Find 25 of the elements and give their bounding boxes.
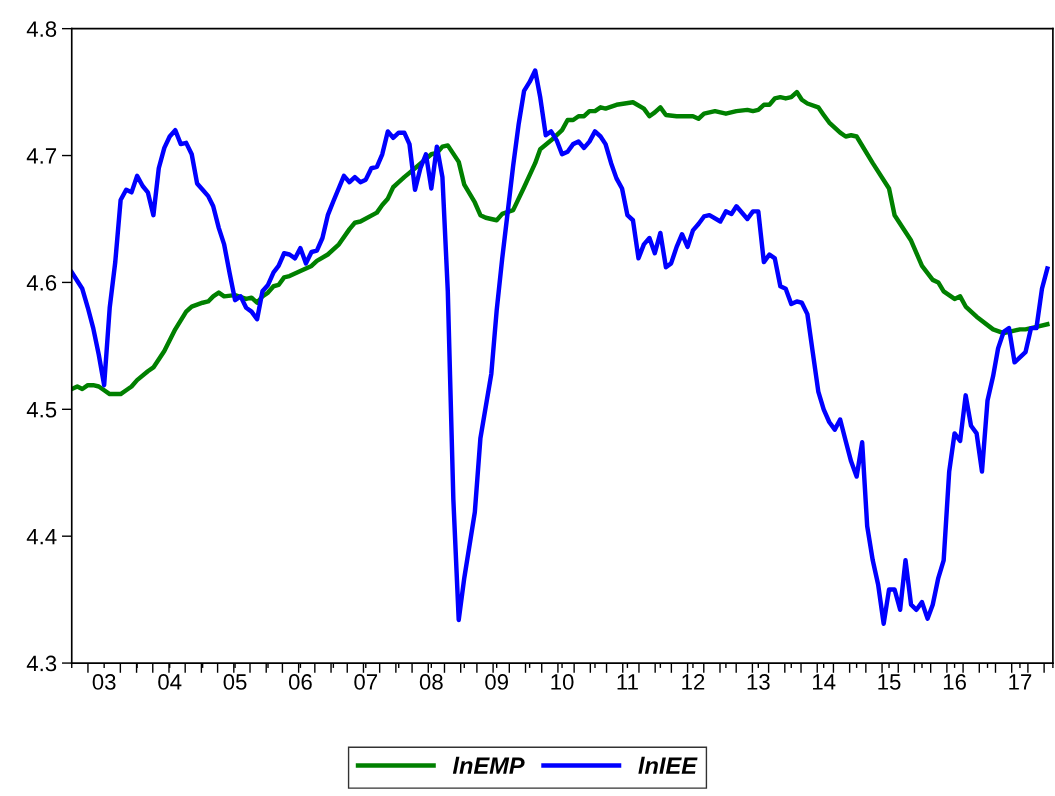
x-tick-label: 17	[1009, 674, 1032, 690]
x-tick-label: 11	[617, 674, 638, 690]
x-tick-label: 16	[943, 674, 966, 690]
x-tick-label: 13	[747, 674, 770, 690]
x-tick-label: 05	[223, 674, 247, 690]
y-tick-label: 4.8	[26, 21, 57, 37]
y-tick-label: 4.5	[26, 402, 57, 418]
y-tick-label: 4.3	[26, 655, 57, 672]
line-series	[71, 68, 1050, 626]
x-tick-label: 09	[485, 674, 508, 690]
x-tick-label: 03	[92, 674, 116, 690]
y-tick-label: 4.7	[26, 148, 57, 164]
x-tick-label: 12	[682, 674, 705, 690]
y-tick-label: 4.4	[26, 528, 57, 545]
x-tick-label: 10	[551, 674, 574, 690]
line-series	[71, 89, 1050, 397]
x-tick-label: 08	[419, 674, 443, 690]
x-tick-label: 15	[878, 674, 901, 690]
x-tick-label: 04	[158, 674, 182, 690]
x-tick-label: 07	[354, 674, 378, 690]
legend-label: lnIEE	[638, 756, 698, 774]
y-tick-label: 4.6	[26, 274, 57, 291]
x-tick-label: 06	[288, 674, 312, 690]
legend-label: lnEMP	[452, 756, 525, 774]
x-tick-label: 14	[813, 674, 836, 690]
